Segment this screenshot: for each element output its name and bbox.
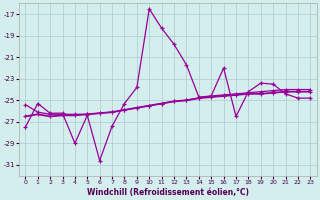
X-axis label: Windchill (Refroidissement éolien,°C): Windchill (Refroidissement éolien,°C) (87, 188, 249, 197)
